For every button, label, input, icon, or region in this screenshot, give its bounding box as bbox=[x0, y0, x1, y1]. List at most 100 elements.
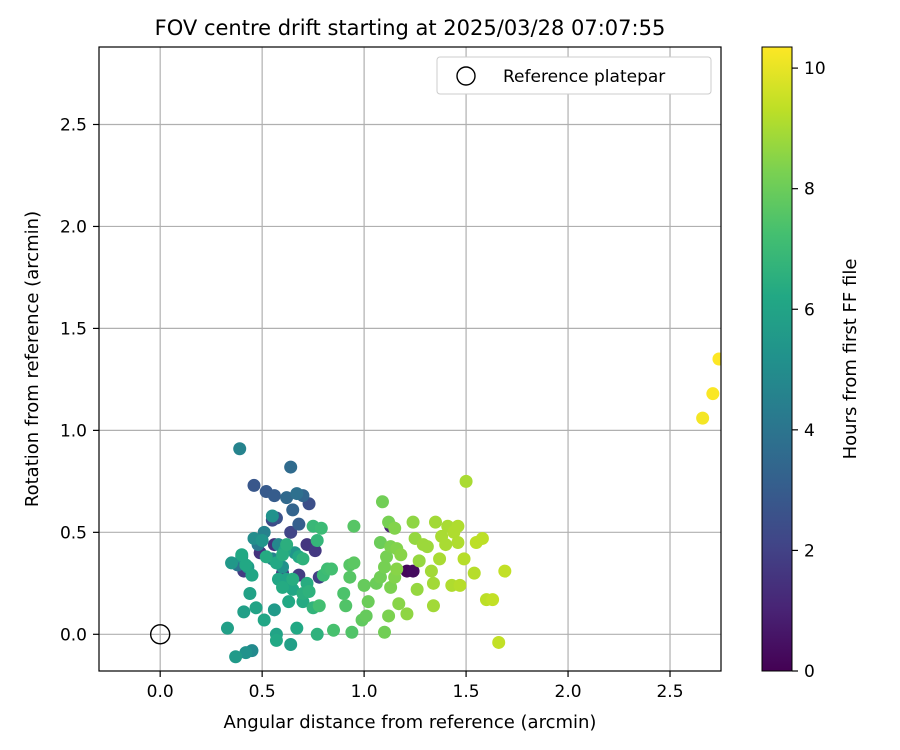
colorbar-gradient bbox=[761, 46, 793, 672]
data-point bbox=[426, 576, 440, 590]
data-point bbox=[239, 558, 253, 572]
data-point bbox=[357, 578, 371, 592]
x-tick-label: 0.0 bbox=[147, 682, 174, 702]
data-point bbox=[412, 554, 426, 568]
data-point bbox=[247, 478, 261, 492]
data-point bbox=[276, 548, 290, 562]
data-point bbox=[235, 548, 249, 562]
data-point bbox=[225, 556, 239, 570]
data-point bbox=[302, 584, 316, 598]
data-point bbox=[420, 540, 434, 554]
data-point bbox=[361, 595, 375, 609]
data-point bbox=[373, 536, 387, 550]
colorbar-tick-label: 4 bbox=[804, 421, 815, 441]
data-point bbox=[220, 621, 234, 635]
data-point bbox=[410, 582, 424, 596]
y-tick-label: 1.0 bbox=[60, 421, 87, 441]
plot-area: 0.0 0.5 1.0 1.5 2.0 2.5 0.0 0.5 1.0 1.5 2.0 2.5 FO… bbox=[22, 16, 722, 733]
grid bbox=[99, 47, 721, 671]
colorbar-tick-label: 2 bbox=[804, 541, 815, 561]
data-point bbox=[498, 564, 512, 578]
data-point bbox=[394, 548, 408, 562]
data-point bbox=[296, 552, 310, 566]
data-point bbox=[284, 460, 298, 474]
data-point bbox=[378, 625, 392, 639]
x-axis-ticks: 0.0 0.5 1.0 1.5 2.0 2.5 bbox=[147, 671, 684, 702]
data-point bbox=[453, 578, 467, 592]
y-tick-label: 1.5 bbox=[60, 319, 87, 339]
data-point bbox=[255, 533, 269, 547]
data-point bbox=[243, 587, 257, 601]
data-point bbox=[375, 495, 389, 509]
data-point bbox=[378, 560, 392, 574]
data-point bbox=[233, 442, 247, 456]
colorbar-label: Hours from first FF file bbox=[840, 259, 861, 460]
data-point bbox=[327, 623, 341, 637]
data-point bbox=[384, 580, 398, 594]
y-tick-label: 2.0 bbox=[60, 217, 87, 237]
data-point bbox=[451, 519, 465, 533]
data-point bbox=[428, 515, 442, 529]
data-point bbox=[339, 599, 353, 613]
x-tick-label: 0.5 bbox=[249, 682, 276, 702]
data-point bbox=[345, 625, 359, 639]
data-point bbox=[290, 621, 304, 635]
data-point bbox=[706, 387, 720, 401]
data-point bbox=[237, 605, 251, 619]
data-point bbox=[382, 609, 396, 623]
colorbar: 0 2 4 6 8 10 Hours from first FF file bbox=[761, 46, 861, 682]
data-point bbox=[284, 637, 298, 651]
data-point bbox=[267, 603, 281, 617]
data-point bbox=[373, 570, 387, 584]
y-axis-label: Rotation from reference (arcmin) bbox=[22, 211, 43, 507]
data-point bbox=[390, 562, 404, 576]
reference-point bbox=[149, 624, 171, 645]
colorbar-tick-label: 0 bbox=[804, 662, 815, 682]
data-point bbox=[286, 582, 300, 596]
data-point bbox=[451, 536, 465, 550]
x-tick-label: 2.0 bbox=[555, 682, 582, 702]
data-point bbox=[424, 564, 438, 578]
data-point bbox=[696, 411, 710, 425]
data-point bbox=[359, 609, 373, 623]
y-tick-label: 2.5 bbox=[60, 115, 87, 135]
data-point bbox=[486, 593, 500, 607]
data-point bbox=[459, 474, 473, 488]
data-point bbox=[406, 515, 420, 529]
data-point bbox=[257, 613, 271, 627]
data-point bbox=[310, 533, 324, 547]
x-axis-label: Angular distance from reference (arcmin) bbox=[224, 712, 597, 733]
y-tick-label: 0.5 bbox=[60, 523, 87, 543]
data-point bbox=[267, 489, 281, 503]
data-point bbox=[276, 580, 290, 594]
data-point bbox=[380, 550, 394, 564]
data-point bbox=[426, 599, 440, 613]
data-point bbox=[310, 627, 324, 641]
x-tick-label: 2.5 bbox=[656, 682, 683, 702]
data-point bbox=[433, 552, 447, 566]
legend-box bbox=[436, 56, 712, 95]
y-tick-label: 0.0 bbox=[60, 625, 87, 645]
y-axis-ticks: 0.0 0.5 1.0 1.5 2.0 2.5 bbox=[60, 115, 99, 645]
data-point bbox=[286, 503, 300, 517]
data-point bbox=[343, 570, 357, 584]
plot-background bbox=[99, 47, 721, 671]
data-point bbox=[290, 487, 304, 501]
data-points bbox=[220, 352, 721, 664]
data-point bbox=[292, 517, 306, 531]
colorbar-tick-label: 8 bbox=[804, 180, 815, 200]
data-point bbox=[400, 607, 414, 621]
legend-marker-reference bbox=[456, 66, 476, 86]
data-point bbox=[280, 491, 294, 505]
colorbar-tick-label: 6 bbox=[804, 300, 815, 320]
colorbar-tick-label: 10 bbox=[804, 59, 826, 79]
data-point bbox=[269, 633, 283, 647]
data-point bbox=[492, 635, 506, 649]
data-point bbox=[392, 597, 406, 611]
data-point bbox=[249, 601, 263, 615]
data-point bbox=[286, 572, 300, 586]
data-point bbox=[314, 521, 328, 535]
data-point bbox=[312, 599, 326, 613]
legend-label-reference: Reference platepar bbox=[503, 67, 665, 87]
